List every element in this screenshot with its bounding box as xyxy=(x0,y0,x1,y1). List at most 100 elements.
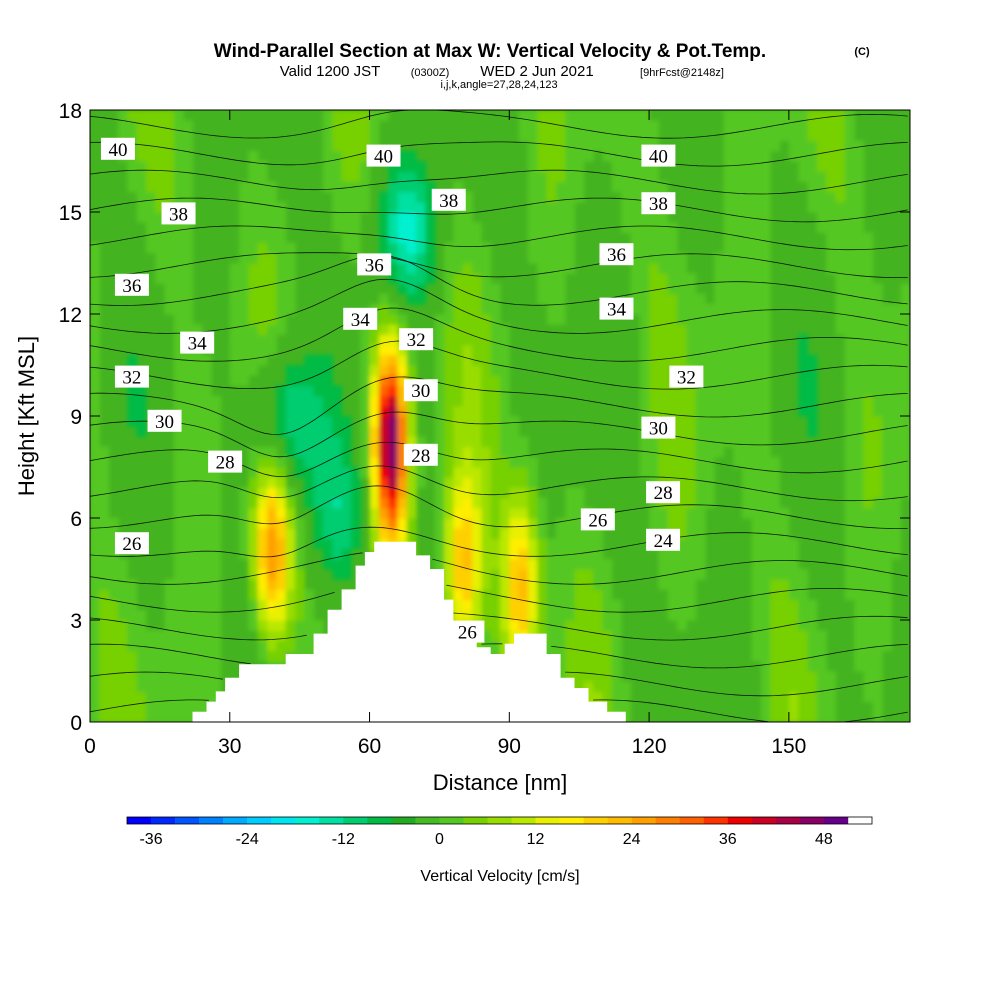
colorbar-bin xyxy=(391,817,416,824)
svg-text:30: 30 xyxy=(411,381,430,402)
contour-label-26: 26 xyxy=(580,508,615,531)
svg-text:26: 26 xyxy=(122,534,141,555)
svg-text:40: 40 xyxy=(108,140,127,161)
y-axis-label: Height [Kft MSL] xyxy=(14,336,39,496)
contour-label-36: 36 xyxy=(114,273,149,297)
chart-title: Wind-Parallel Section at Max W: Vertical… xyxy=(214,41,766,62)
svg-text:28: 28 xyxy=(216,453,235,474)
colorbar-tick-label: 36 xyxy=(719,831,737,848)
colorbar-bin xyxy=(799,817,825,824)
colorbar: -36 -24 -12 0 12 24 36 48 xyxy=(126,816,873,848)
valid-date: WED 2 Jun 2021 xyxy=(480,63,593,80)
colorbar-bin xyxy=(367,817,392,824)
contour-label-38: 38 xyxy=(161,202,196,225)
contour-label-38: 38 xyxy=(431,188,466,212)
colorbar-bin xyxy=(727,817,753,824)
svg-text:30: 30 xyxy=(649,419,668,440)
contour-label-34: 34 xyxy=(180,331,215,355)
x-axis: 0 30 60 90 120 150 xyxy=(84,110,806,758)
colorbar-bin xyxy=(823,817,849,824)
svg-text:28: 28 xyxy=(654,483,673,504)
y-tick-label: 18 xyxy=(59,100,82,123)
y-tick-label: 3 xyxy=(70,610,82,633)
colorbar-bin xyxy=(655,817,680,824)
colorbar-bin xyxy=(151,817,176,824)
colorbar-bin xyxy=(199,817,224,824)
colorbar-tick-label: -24 xyxy=(236,831,259,848)
contour-label-40: 40 xyxy=(366,144,401,168)
svg-text:34: 34 xyxy=(607,300,627,321)
y-tick-label: 12 xyxy=(59,304,82,327)
x-tick-label: 120 xyxy=(632,735,667,758)
contour-label-36: 36 xyxy=(599,243,634,266)
contour-label-28: 28 xyxy=(646,481,681,504)
valid-prefix: Valid 1200 JST xyxy=(280,63,381,80)
svg-text:32: 32 xyxy=(407,330,426,351)
x-tick-label: 60 xyxy=(358,735,381,758)
x-axis-label: Distance [nm] xyxy=(433,770,568,795)
svg-text:28: 28 xyxy=(411,446,430,467)
svg-text:36: 36 xyxy=(607,245,626,266)
colorbar-tick-label: -12 xyxy=(332,831,355,848)
colorbar-bin xyxy=(559,817,584,824)
colorbar-tick-label: 48 xyxy=(815,831,833,848)
svg-text:36: 36 xyxy=(122,276,141,297)
colorbar-bin xyxy=(487,817,512,824)
contour-label-34: 34 xyxy=(343,307,378,331)
colorbar-bin xyxy=(463,817,488,824)
svg-text:40: 40 xyxy=(649,147,668,168)
svg-text:34: 34 xyxy=(188,334,208,355)
colorbar-bin xyxy=(511,817,536,824)
colorbar-bin xyxy=(535,817,560,824)
colorbar-bin xyxy=(703,817,729,824)
y-tick-label: 6 xyxy=(70,508,82,531)
x-tick-label: 150 xyxy=(771,735,806,758)
copyright-mark: (C) xyxy=(854,46,870,58)
contour-label-38: 38 xyxy=(641,192,676,215)
contour-label-26: 26 xyxy=(450,620,485,644)
colorbar-bin xyxy=(295,817,320,824)
colorbar-bin xyxy=(775,817,801,824)
theta-contour-labels: 40 40 40 38 38 38 36 36 36 34 34 34 32 32 32 30 30 30 28 28… xyxy=(100,137,704,644)
colorbar-bin xyxy=(247,817,272,824)
svg-text:34: 34 xyxy=(351,310,371,331)
y-tick-label: 15 xyxy=(59,202,82,225)
colorbar-bin xyxy=(319,817,344,824)
forecast-info: [9hrFcst@2148z] xyxy=(640,67,724,79)
contour-label-36: 36 xyxy=(357,253,392,276)
svg-text:24: 24 xyxy=(654,531,674,552)
contour-label-40: 40 xyxy=(100,137,135,161)
colorbar-bin xyxy=(439,817,464,824)
x-tick-label: 90 xyxy=(498,735,521,758)
svg-text:36: 36 xyxy=(365,255,384,276)
contour-label-28: 28 xyxy=(403,443,438,467)
colorbar-label: Vertical Velocity [cm/s] xyxy=(420,868,579,885)
colorbar-bin xyxy=(127,817,152,824)
contour-label-40: 40 xyxy=(641,144,676,168)
svg-text:32: 32 xyxy=(677,368,696,389)
y-tick-label: 0 xyxy=(70,712,82,735)
colorbar-bin xyxy=(343,817,368,824)
contour-label-24: 24 xyxy=(646,528,681,552)
contour-label-32: 32 xyxy=(669,365,704,389)
colorbar-bin xyxy=(223,817,248,824)
terrain xyxy=(192,541,626,722)
svg-text:38: 38 xyxy=(439,191,458,212)
contour-label-28: 28 xyxy=(208,450,243,474)
contour-label-30: 30 xyxy=(403,379,438,402)
svg-text:38: 38 xyxy=(649,194,668,215)
colorbar-bin xyxy=(631,817,656,824)
svg-text:38: 38 xyxy=(169,204,188,225)
colorbar-bin xyxy=(679,817,704,824)
contour-label-32: 32 xyxy=(399,328,434,351)
valid-line: Valid 1200 JST (0300Z) WED 2 Jun 2021 [9… xyxy=(280,63,724,80)
colorbar-bin xyxy=(751,817,777,824)
svg-text:30: 30 xyxy=(155,412,174,433)
valid-utc: (0300Z) xyxy=(411,67,450,79)
contour-label-30: 30 xyxy=(641,416,676,440)
theta-contours xyxy=(90,110,908,722)
svg-text:32: 32 xyxy=(122,368,141,389)
svg-text:26: 26 xyxy=(588,510,607,531)
